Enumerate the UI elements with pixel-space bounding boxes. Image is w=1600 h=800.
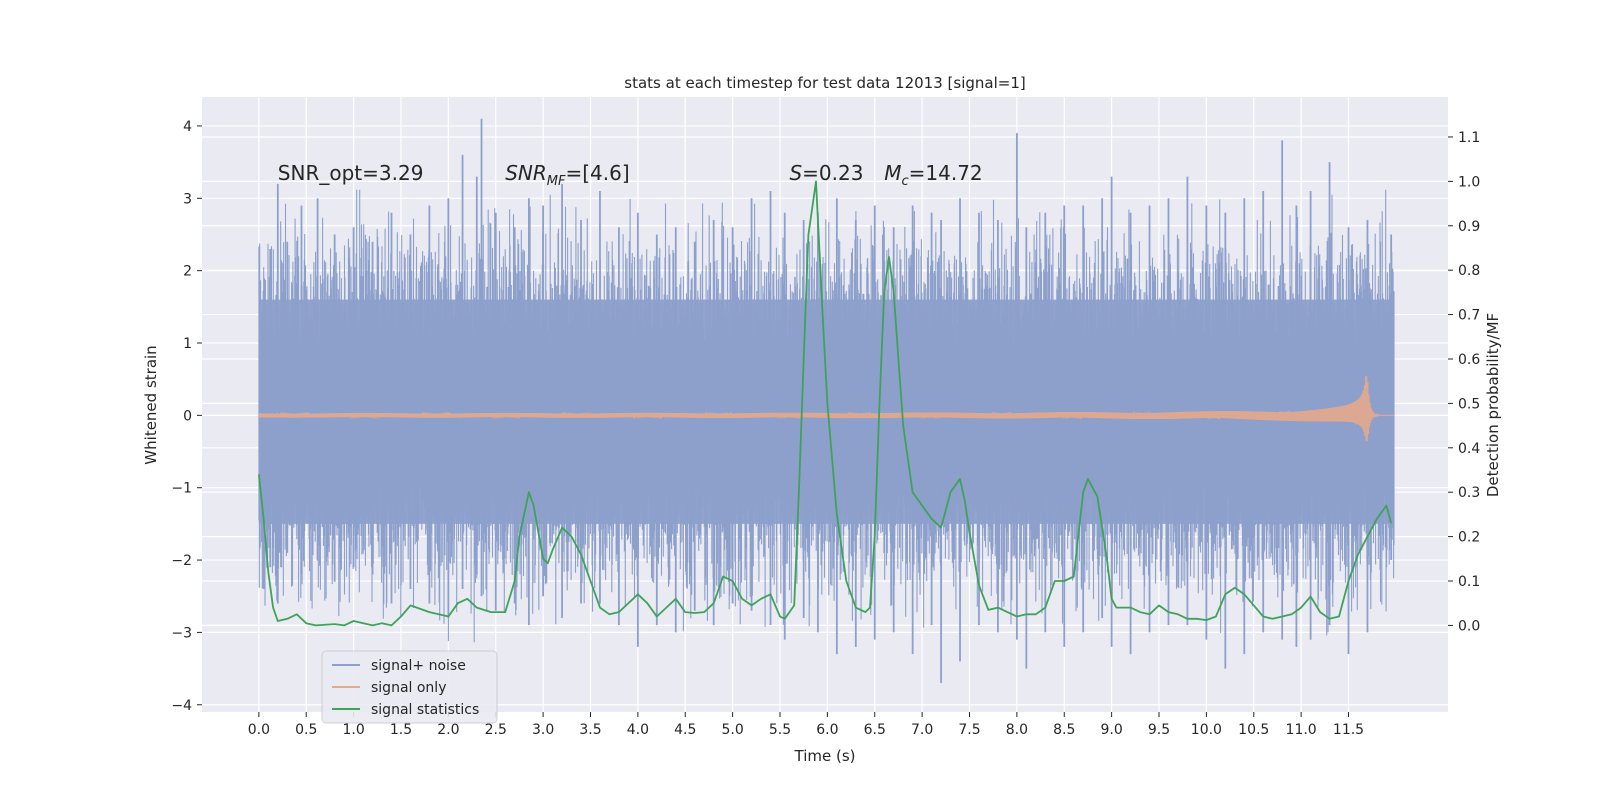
x-tick-label: 4.0 bbox=[627, 722, 649, 738]
y-tick-label-left: 0 bbox=[183, 408, 192, 424]
x-tick-label: 6.5 bbox=[864, 722, 886, 738]
y-tick-label-left: −2 bbox=[171, 553, 192, 569]
y-axis-right-label: Detection probability/MF bbox=[1484, 313, 1502, 497]
x-tick-label: 6.0 bbox=[816, 722, 838, 738]
x-tick-label: 11.5 bbox=[1333, 722, 1364, 738]
x-axis: 0.0 0.5 1.0 1.5 2.0 2.5 3.0 3.5 4.0 4.5 5.0 5.5 6.0 6… bbox=[248, 712, 1364, 738]
chirp-line bbox=[258, 375, 1394, 442]
y-tick-label-right: 0.7 bbox=[1458, 308, 1480, 324]
x-tick-label: 10.0 bbox=[1191, 722, 1222, 738]
x-tick-label: 3.0 bbox=[532, 722, 554, 738]
x-tick-label: 4.5 bbox=[674, 722, 696, 738]
annotation-s-val: S=0.23 bbox=[789, 161, 863, 185]
y-tick-label-left: 2 bbox=[183, 264, 192, 280]
stats-line bbox=[258, 180, 1392, 627]
x-tick-label: 0.5 bbox=[295, 722, 317, 738]
x-tick-label: 1.0 bbox=[342, 722, 364, 738]
annotation-value: =0.23 bbox=[802, 161, 863, 185]
legend-label: signal statistics bbox=[371, 702, 479, 718]
annotation-mc-val: Mc=14.72 bbox=[884, 161, 982, 189]
x-tick-label: 2.5 bbox=[485, 722, 507, 738]
annotation-math-symbol: S bbox=[789, 161, 802, 185]
y-tick-label-right: 1.0 bbox=[1458, 174, 1480, 190]
legend-box bbox=[321, 650, 498, 724]
annotation-math-symbol: SNR bbox=[505, 161, 547, 185]
x-tick-label: 0.0 bbox=[248, 722, 270, 738]
y-tick-label-right: 0.4 bbox=[1458, 441, 1480, 457]
x-tick-label: 1.5 bbox=[390, 722, 412, 738]
annotation-math-symbol: M bbox=[884, 161, 901, 185]
y-tick-label-right: 0.5 bbox=[1458, 396, 1480, 412]
annotation-snr-mf: SNRMF=[4.6] bbox=[505, 161, 629, 189]
x-axis-label: Time (s) bbox=[794, 747, 856, 765]
y-axis-left: 4 3 2 1 0 −1 −2 −3 −4 bbox=[171, 119, 202, 714]
y-tick-label-right: 0.3 bbox=[1458, 485, 1480, 501]
y-tick-label-right: 0.8 bbox=[1458, 263, 1480, 279]
y-tick-label-left: 1 bbox=[183, 336, 192, 352]
y-tick-label-left: −4 bbox=[171, 698, 192, 714]
x-tick-label: 11.0 bbox=[1286, 722, 1317, 738]
y-axis-right: 1.1 1.0 0.9 0.8 0.7 0.6 0.5 0.4 0.3 0.2 0.1 0.0 bbox=[1448, 130, 1480, 634]
y-tick-label-left: 4 bbox=[183, 119, 192, 135]
annotation-math-subscript: c bbox=[901, 174, 908, 189]
x-tick-label: 8.5 bbox=[1053, 722, 1075, 738]
x-tick-label: 7.0 bbox=[911, 722, 933, 738]
annotation-value: =14.72 bbox=[909, 161, 983, 185]
legend: signal+ noise signal only signal statistic… bbox=[321, 650, 498, 724]
x-tick-label: 9.0 bbox=[1100, 722, 1122, 738]
y-tick-label-right: 0.6 bbox=[1458, 352, 1480, 368]
y-tick-label-right: 0.9 bbox=[1458, 219, 1480, 235]
y-tick-label-right: 0.2 bbox=[1458, 530, 1480, 546]
y-tick-label-right: 1.1 bbox=[1458, 130, 1480, 146]
series-signal-only bbox=[258, 375, 1394, 442]
series-signal-statistics bbox=[258, 180, 1392, 627]
y-axis-left-label: Whitened strain bbox=[142, 345, 160, 464]
annotation-math-subscript: MF bbox=[547, 174, 566, 189]
y-tick-label-left: −1 bbox=[171, 481, 192, 497]
x-tick-label: 9.5 bbox=[1148, 722, 1170, 738]
y-tick-label-right: 0.1 bbox=[1458, 574, 1480, 590]
chart-title: stats at each timestep for test data 120… bbox=[624, 74, 1025, 92]
x-tick-label: 7.5 bbox=[958, 722, 980, 738]
legend-label: signal+ noise bbox=[371, 658, 466, 674]
x-tick-label: 8.0 bbox=[1006, 722, 1028, 738]
y-tick-label-right: 0.0 bbox=[1458, 618, 1480, 634]
annotation-value: =[4.6] bbox=[565, 161, 629, 185]
x-tick-label: 10.5 bbox=[1238, 722, 1269, 738]
y-tick-label-left: 3 bbox=[183, 191, 192, 207]
x-tick-label: 5.0 bbox=[721, 722, 743, 738]
y-tick-label-left: −3 bbox=[171, 625, 192, 641]
legend-label: signal only bbox=[371, 680, 446, 696]
annotation-snr-opt: SNR_opt=3.29 bbox=[278, 161, 424, 185]
x-tick-label: 3.5 bbox=[579, 722, 601, 738]
x-tick-label: 2.0 bbox=[437, 722, 459, 738]
x-tick-label: 5.5 bbox=[769, 722, 791, 738]
annotations: SNR_opt=3.29 SNRMF=[4.6] S=0.23 Mc=14.72 bbox=[278, 161, 983, 189]
